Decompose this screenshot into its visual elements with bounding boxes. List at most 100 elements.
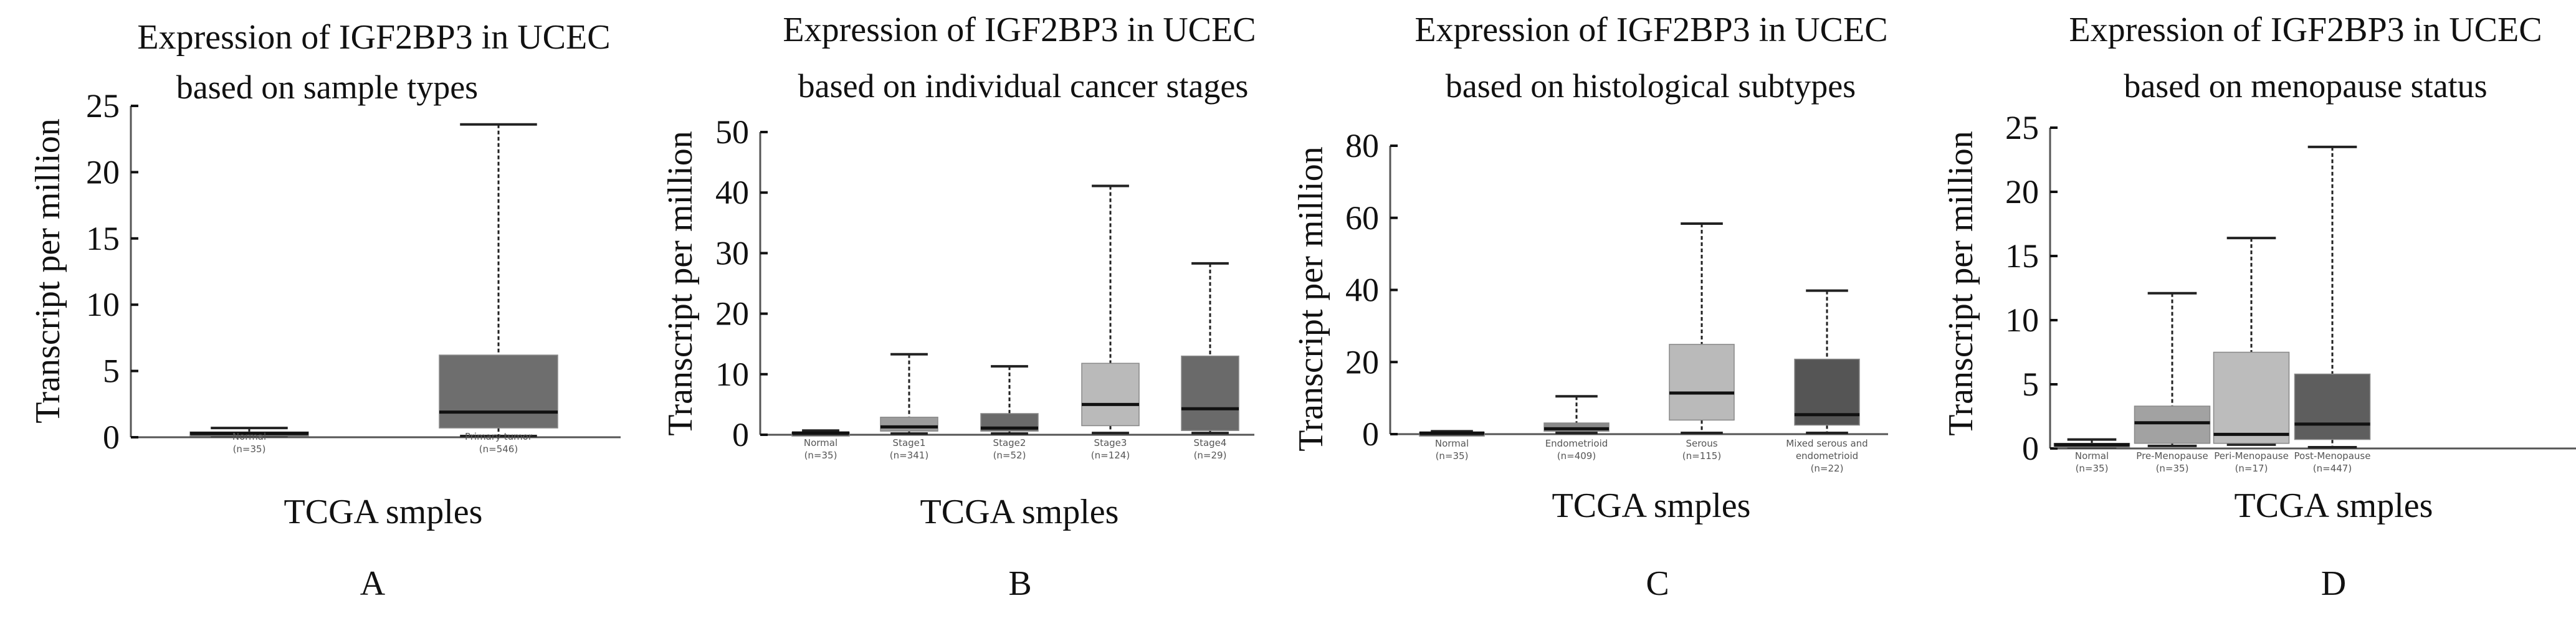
box-stage1 <box>880 353 938 435</box>
x-category-count: (n=17) <box>2235 463 2268 474</box>
x-category-count: (n=35) <box>2076 463 2109 474</box>
box-primary-tumor <box>439 123 558 437</box>
x-category-count: (n=546) <box>479 443 518 455</box>
chart-panel-a: Expression of IGF2BP3 in UCEC based on sa… <box>29 18 621 603</box>
panel-letter: A <box>360 564 386 603</box>
chart-title-line2: based on individual cancer stages <box>798 67 1249 105</box>
x-category-label: Pre-Menopause <box>2136 450 2208 462</box>
y-tick-label: 50 <box>715 113 749 151</box>
box-normal <box>189 427 309 437</box>
x-category-label: Normal <box>804 437 837 448</box>
box-iqr <box>1669 344 1735 421</box>
box-stage4 <box>1181 262 1239 435</box>
x-category-count: (n=35) <box>2156 463 2189 474</box>
y-tick-label: 15 <box>2005 237 2039 275</box>
x-category-label: Peri-Menopause <box>2214 450 2289 462</box>
box-iqr <box>880 417 938 432</box>
chart-panel-d: Expression of IGF2BP3 in UCEC based on me… <box>1942 11 2576 603</box>
x-category-label: Normal <box>1435 438 1469 449</box>
chart-title-line1: Expression of IGF2BP3 in UCEC <box>137 18 610 57</box>
x-category-label: Primary tumor <box>465 431 533 442</box>
box-normal <box>1419 430 1485 437</box>
y-tick-label: 20 <box>2005 173 2039 211</box>
x-category-label: Stage4 <box>1194 437 1227 448</box>
x-category-label: Normal <box>232 431 266 442</box>
box-normal <box>791 429 850 437</box>
box-endometrioid <box>1543 395 1610 434</box>
y-axis-label: Transcript per million <box>661 131 700 435</box>
x-category-label: Stage2 <box>993 437 1026 448</box>
box-pre-menopause <box>2134 292 2211 447</box>
x-category-count: (n=35) <box>804 450 837 461</box>
y-tick-label: 0 <box>1362 415 1379 453</box>
x-axis-label: TCGA smples <box>2235 486 2433 525</box>
box-normal <box>2053 438 2130 448</box>
panel-letter: B <box>1008 564 1031 603</box>
chart-title-line1: Expression of IGF2BP3 in UCEC <box>1414 11 1887 49</box>
x-category-label: Serous <box>1686 438 1717 449</box>
y-tick-label: 80 <box>1345 127 1379 164</box>
x-category-count: (n=35) <box>233 443 266 455</box>
x-axis-label: TCGA smples <box>1552 486 1751 525</box>
x-category-count: (n=29) <box>1194 450 1227 461</box>
x-category-count: (n=341) <box>890 450 928 461</box>
y-tick-label: 60 <box>1345 199 1379 237</box>
y-tick-label: 30 <box>715 234 749 272</box>
box-iqr <box>439 354 558 429</box>
x-category-count: (n=447) <box>2313 463 2352 474</box>
y-tick-label: 20 <box>86 153 120 191</box>
panel-letter: D <box>2321 564 2346 603</box>
y-tick-label: 10 <box>86 286 120 323</box>
chart-title-line2: based on menopause status <box>2124 67 2487 105</box>
y-tick-label: 40 <box>715 174 749 211</box>
x-category-count: (n=52) <box>993 450 1026 461</box>
x-axis-label: TCGA smples <box>920 493 1119 531</box>
y-tick-label: 5 <box>103 353 120 390</box>
x-category-count: (n=124) <box>1091 450 1130 461</box>
x-category-label: Post-Menopause <box>2294 450 2371 462</box>
x-category-count: (n=115) <box>1682 450 1721 462</box>
y-tick-label: 5 <box>2022 366 2039 403</box>
y-tick-label: 10 <box>2005 301 2039 339</box>
chart-title-line2: based on sample types <box>176 69 478 106</box>
chart-title-line1: Expression of IGF2BP3 in UCEC <box>2069 11 2542 49</box>
panel-letter: C <box>1646 564 1669 603</box>
x-axis-label: TCGA smples <box>284 493 483 531</box>
y-tick-label: 15 <box>86 220 120 257</box>
y-tick-label: 0 <box>103 419 120 456</box>
box-mixed-serous-and-endometrioid <box>1794 289 1860 434</box>
x-category-count: (n=35) <box>1436 450 1469 462</box>
box-iqr <box>1081 363 1140 427</box>
y-axis-label: Transcript per million <box>1292 146 1330 451</box>
y-tick-label: 25 <box>2005 109 2039 146</box>
box-stage2 <box>980 365 1039 435</box>
x-category-label: Normal <box>2075 450 2109 462</box>
box-iqr <box>2134 405 2211 444</box>
x-category-count: (n=22) <box>1811 463 1844 474</box>
y-tick-label: 20 <box>1345 343 1379 381</box>
x-category-label: Stage3 <box>1094 437 1127 448</box>
box-iqr <box>2213 351 2290 444</box>
chart-title-line2: based on histological subtypes <box>1446 67 1856 105</box>
y-axis-label: Transcript per million <box>1942 131 1980 435</box>
y-tick-label: 10 <box>715 356 749 393</box>
y-tick-label: 25 <box>86 87 120 125</box>
y-tick-label: 0 <box>732 416 749 453</box>
y-tick-label: 20 <box>715 295 749 333</box>
box-stage3 <box>1081 184 1140 435</box>
x-category-count: (n=409) <box>1557 450 1596 462</box>
y-axis-label: Transcript per million <box>29 118 67 423</box>
x-category-label: Mixed serous and <box>1786 438 1868 449</box>
box-iqr <box>1181 355 1239 431</box>
chart-panel-c: Expression of IGF2BP3 in UCEC based on hi… <box>1292 11 1888 603</box>
chart-panel-b: Expression of IGF2BP3 in UCEC based on in… <box>661 11 1256 603</box>
box-peri-menopause <box>2213 237 2290 446</box>
y-tick-label: 40 <box>1345 272 1379 309</box>
y-tick-label: 0 <box>2022 430 2039 467</box>
box-serous <box>1669 222 1735 434</box>
x-category-label: endometrioid <box>1796 450 1858 462</box>
x-category-label: Endometrioid <box>1545 438 1608 449</box>
box-post-menopause <box>2294 145 2371 448</box>
box-iqr <box>2294 373 2371 440</box>
